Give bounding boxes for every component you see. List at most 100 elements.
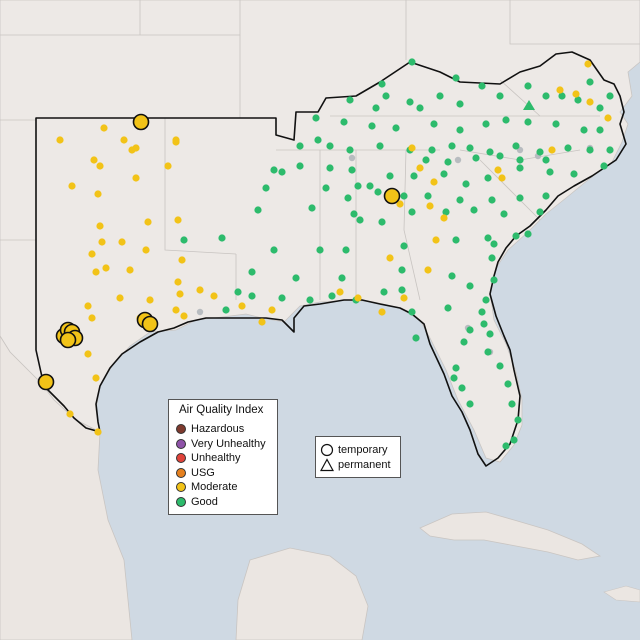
monitor-marker-good[interactable]: [448, 272, 455, 279]
monitor-marker-moderate[interactable]: [102, 264, 109, 271]
monitor-marker-good[interactable]: [306, 296, 313, 303]
monitor-marker-good[interactable]: [536, 208, 543, 215]
monitor-marker-good[interactable]: [366, 182, 373, 189]
monitor-marker-good[interactable]: [458, 384, 465, 391]
monitor-marker-good[interactable]: [430, 120, 437, 127]
monitor-marker-good[interactable]: [400, 242, 407, 249]
monitor-marker-good[interactable]: [452, 236, 459, 243]
monitor-marker-moderate[interactable]: [572, 90, 579, 97]
monitor-marker-good[interactable]: [470, 206, 477, 213]
temporary-monitor-marker[interactable]: [385, 189, 400, 204]
monitor-marker-good[interactable]: [316, 246, 323, 253]
monitor-marker-good[interactable]: [500, 210, 507, 217]
monitor-marker-good[interactable]: [482, 296, 489, 303]
monitor-marker-good[interactable]: [408, 308, 415, 315]
monitor-marker-nodata[interactable]: [197, 309, 203, 315]
monitor-marker-moderate[interactable]: [386, 254, 393, 261]
monitor-marker-good[interactable]: [502, 116, 509, 123]
temporary-monitor-marker[interactable]: [61, 333, 76, 348]
monitor-marker-moderate[interactable]: [586, 98, 593, 105]
monitor-marker-moderate[interactable]: [378, 308, 385, 315]
monitor-marker-moderate[interactable]: [120, 136, 127, 143]
monitor-marker-good[interactable]: [326, 142, 333, 149]
monitor-marker-good[interactable]: [570, 170, 577, 177]
monitor-marker-good[interactable]: [448, 142, 455, 149]
monitor-marker-good[interactable]: [412, 334, 419, 341]
monitor-marker-moderate[interactable]: [548, 146, 555, 153]
monitor-marker-good[interactable]: [218, 234, 225, 241]
monitor-marker-good[interactable]: [444, 158, 451, 165]
monitor-marker-moderate[interactable]: [604, 114, 611, 121]
monitor-marker-good[interactable]: [444, 304, 451, 311]
monitor-marker-good[interactable]: [480, 320, 487, 327]
monitor-marker-moderate[interactable]: [268, 306, 275, 313]
monitor-marker-moderate[interactable]: [84, 350, 91, 357]
monitor-marker-good[interactable]: [478, 308, 485, 315]
monitor-marker-good[interactable]: [262, 184, 269, 191]
monitor-marker-moderate[interactable]: [196, 286, 203, 293]
monitor-marker-good[interactable]: [486, 148, 493, 155]
monitor-marker-good[interactable]: [408, 58, 415, 65]
monitor-marker-good[interactable]: [524, 82, 531, 89]
monitor-marker-good[interactable]: [496, 92, 503, 99]
monitor-marker-good[interactable]: [536, 148, 543, 155]
monitor-marker-good[interactable]: [484, 174, 491, 181]
monitor-marker-good[interactable]: [270, 166, 277, 173]
monitor-marker-good[interactable]: [516, 194, 523, 201]
monitor-marker-good[interactable]: [424, 192, 431, 199]
monitor-marker-good[interactable]: [478, 82, 485, 89]
monitor-marker-good[interactable]: [490, 240, 497, 247]
monitor-marker-moderate[interactable]: [238, 302, 245, 309]
monitor-marker-good[interactable]: [348, 166, 355, 173]
monitor-marker-good[interactable]: [524, 118, 531, 125]
monitor-marker-good[interactable]: [382, 92, 389, 99]
monitor-marker-good[interactable]: [356, 216, 363, 223]
monitor-marker-good[interactable]: [488, 254, 495, 261]
monitor-marker-good[interactable]: [600, 162, 607, 169]
monitor-marker-moderate[interactable]: [146, 296, 153, 303]
monitor-marker-moderate[interactable]: [354, 294, 361, 301]
monitor-marker-good[interactable]: [516, 164, 523, 171]
monitor-marker-good[interactable]: [374, 188, 381, 195]
monitor-marker-moderate[interactable]: [132, 144, 139, 151]
monitor-marker-good[interactable]: [406, 98, 413, 105]
monitor-marker-good[interactable]: [596, 126, 603, 133]
monitor-marker-good[interactable]: [296, 162, 303, 169]
monitor-marker-moderate[interactable]: [494, 166, 501, 173]
monitor-marker-good[interactable]: [292, 274, 299, 281]
temporary-monitor-marker[interactable]: [143, 317, 158, 332]
monitor-marker-moderate[interactable]: [132, 174, 139, 181]
monitor-marker-good[interactable]: [516, 156, 523, 163]
monitor-marker-good[interactable]: [350, 210, 357, 217]
monitor-marker-good[interactable]: [524, 230, 531, 237]
monitor-marker-moderate[interactable]: [424, 266, 431, 273]
monitor-marker-moderate[interactable]: [126, 266, 133, 273]
monitor-marker-good[interactable]: [504, 380, 511, 387]
monitor-marker-good[interactable]: [512, 142, 519, 149]
monitor-marker-moderate[interactable]: [94, 190, 101, 197]
monitor-marker-good[interactable]: [278, 168, 285, 175]
temporary-monitor-marker[interactable]: [134, 115, 149, 130]
monitor-marker-good[interactable]: [378, 80, 385, 87]
monitor-marker-good[interactable]: [422, 156, 429, 163]
monitor-marker-good[interactable]: [456, 196, 463, 203]
monitor-marker-moderate[interactable]: [164, 162, 171, 169]
monitor-marker-good[interactable]: [452, 74, 459, 81]
monitor-marker-moderate[interactable]: [172, 136, 179, 143]
monitor-marker-moderate[interactable]: [90, 156, 97, 163]
monitor-marker-moderate[interactable]: [178, 256, 185, 263]
monitor-marker-good[interactable]: [372, 104, 379, 111]
monitor-marker-moderate[interactable]: [210, 292, 217, 299]
monitor-marker-good[interactable]: [512, 232, 519, 239]
monitor-marker-good[interactable]: [452, 364, 459, 371]
monitor-marker-good[interactable]: [542, 92, 549, 99]
monitor-marker-moderate[interactable]: [180, 312, 187, 319]
monitor-marker-moderate[interactable]: [416, 164, 423, 171]
monitor-marker-good[interactable]: [496, 152, 503, 159]
monitor-marker-good[interactable]: [466, 400, 473, 407]
monitor-marker-good[interactable]: [488, 196, 495, 203]
monitor-marker-good[interactable]: [586, 78, 593, 85]
monitor-marker-good[interactable]: [322, 184, 329, 191]
monitor-marker-moderate[interactable]: [426, 202, 433, 209]
monitor-marker-moderate[interactable]: [118, 238, 125, 245]
